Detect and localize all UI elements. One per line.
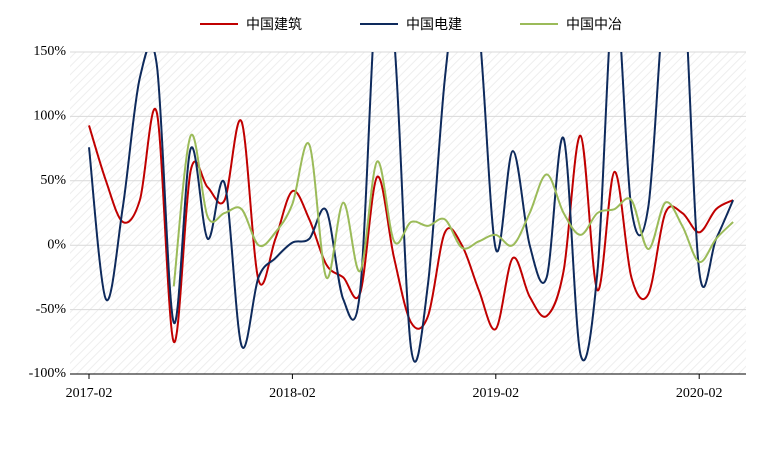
legend-label: 中国中冶 [566,17,622,33]
x-tick-label: 2017-02 [66,386,113,401]
y-tick-label: -50% [36,302,67,317]
series-line [88,107,734,343]
y-tick-label: 150% [33,44,66,59]
y-tick-label: 50% [40,173,66,188]
x-tick-label: 2018-02 [269,386,316,401]
x-tick-label: 2020-02 [676,386,723,401]
legend-label: 中国建筑 [246,17,302,33]
x-tick-label: 2019-02 [472,386,519,401]
series-line [172,133,734,287]
y-tick-label: -100% [29,366,67,381]
y-tick-label: 100% [33,109,66,124]
series-line [88,52,735,363]
y-tick-label: 0% [47,237,66,252]
legend-label: 中国电建 [406,17,462,33]
